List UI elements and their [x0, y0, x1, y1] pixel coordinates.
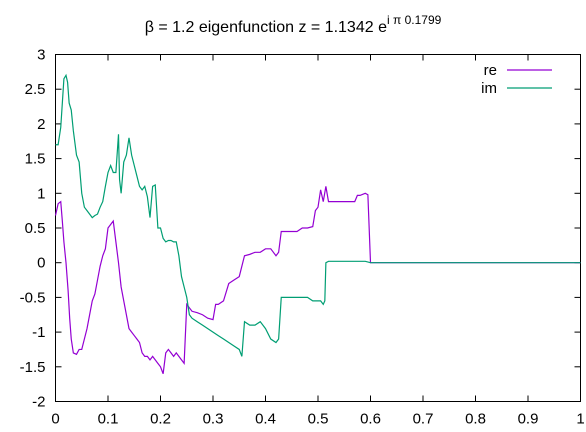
legend-label-re: re: [484, 62, 497, 79]
x-tick-label: 0.9: [518, 411, 539, 428]
y-tick-label: 1: [37, 185, 45, 202]
series-lines: [54, 73, 581, 374]
y-tick-label: 0: [37, 255, 45, 272]
x-tick-label: 1: [576, 411, 584, 428]
y-tick-label: 3: [37, 47, 45, 64]
x-tick-label: 0.6: [360, 411, 381, 428]
y-tick-label: -2: [32, 394, 45, 411]
tick-marks: [55, 54, 581, 402]
chart-title-main: β = 1.2 eigenfunction z = 1.1342 e: [145, 19, 387, 36]
x-tick-label: 0.3: [203, 411, 224, 428]
x-tick-label: 0.7: [413, 411, 434, 428]
x-axis-tick-labels: 0 0.1 0.2 0.3 0.4 0.5 0.6 0.7 0.8 0.9 1: [51, 411, 584, 428]
y-tick-label: -0.5: [20, 289, 46, 306]
y-tick-label: 2: [37, 116, 45, 133]
legend-label-im: im: [481, 80, 497, 97]
x-tick-label: 0.8: [465, 411, 486, 428]
x-tick-label: 0.1: [98, 411, 119, 428]
chart-title: β = 1.2 eigenfunction z = 1.1342 ei π 0.…: [145, 13, 442, 36]
series-line-im: [55, 73, 581, 357]
y-tick-label: 2.5: [25, 81, 46, 98]
x-tick-label: 0.4: [255, 411, 276, 428]
chart-title-superscript: i π 0.1799: [387, 13, 442, 27]
y-tick-label: -1.5: [20, 359, 46, 376]
x-tick-label: 0: [51, 411, 59, 428]
y-tick-label: -1: [32, 324, 45, 341]
y-tick-label: 1.5: [25, 151, 46, 168]
plot-frame: [55, 54, 581, 402]
series-line-re: [54, 186, 581, 374]
x-tick-label: 0.2: [150, 411, 171, 428]
y-axis-tick-labels: 3 2.5 2 1.5 1 0.5 0 -0.5 -1 -1.5 -2: [20, 47, 46, 411]
y-tick-label: 0.5: [25, 220, 46, 237]
x-tick-label: 0.5: [308, 411, 329, 428]
